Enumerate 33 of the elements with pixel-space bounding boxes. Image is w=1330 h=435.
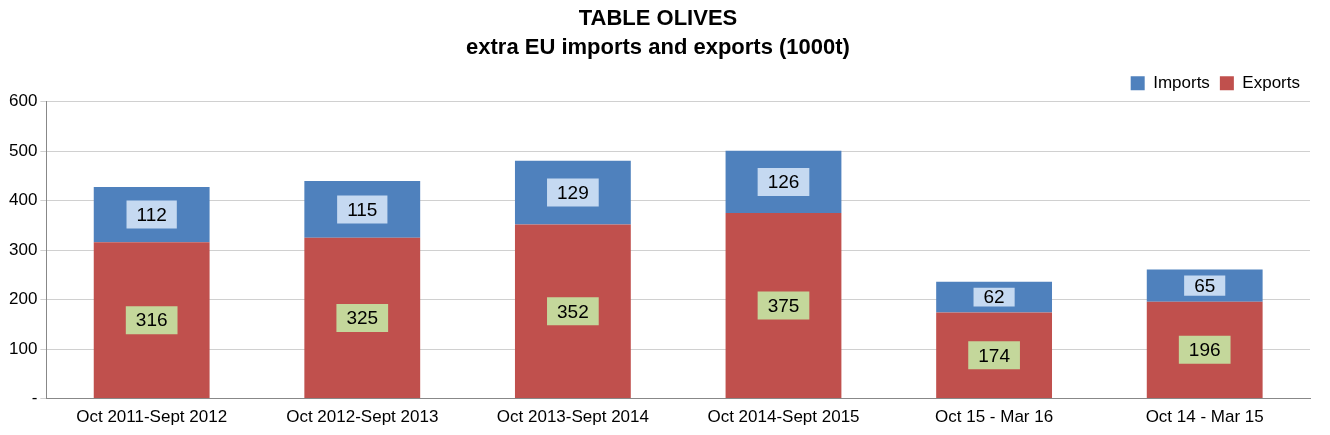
data-label: 316 (135, 309, 168, 331)
data-label: 375 (767, 294, 800, 316)
bar (514, 224, 631, 399)
data-label: 126 (767, 171, 800, 193)
data-label: 352 (557, 300, 589, 322)
data-label: 115 (347, 198, 378, 220)
y-tick-label: 300 (8, 239, 38, 259)
x-tick-label: Oct 2013-Sept 2014 (496, 407, 649, 427)
y-tick-label: 200 (8, 289, 38, 309)
legend-label: Imports (1153, 72, 1210, 92)
x-tick-label: Oct 15 - Mar 16 (935, 407, 1054, 427)
x-tick-label: Oct 2014-Sept 2015 (707, 407, 860, 427)
data-label: 174 (978, 344, 1011, 366)
data-label: 65 (1194, 274, 1216, 296)
chart-subtitle: extra EU imports and exports (1000t) (466, 33, 850, 59)
data-label: 196 (1188, 339, 1221, 361)
bar (304, 237, 421, 399)
chart-title: TABLE OLIVES (578, 5, 738, 31)
bar (93, 242, 210, 399)
y-tick-label: 100 (8, 338, 38, 358)
y-tick-label: 400 (8, 190, 38, 210)
y-tick-label: 600 (8, 91, 38, 111)
x-tick-label: Oct 2012-Sept 2013 (286, 407, 439, 427)
data-label: 325 (346, 307, 379, 329)
data-label: 62 (983, 286, 1005, 308)
x-tick-label: Oct 2011-Sept 2012 (76, 407, 228, 427)
bar (725, 213, 842, 399)
x-tick-label: Oct 14 - Mar 15 (1145, 407, 1264, 427)
legend-label: Exports (1242, 72, 1301, 92)
data-label: 129 (557, 181, 589, 203)
data-label: 112 (136, 203, 167, 225)
y-tick-label: - (31, 388, 38, 408)
y-tick-label: 500 (8, 140, 38, 160)
